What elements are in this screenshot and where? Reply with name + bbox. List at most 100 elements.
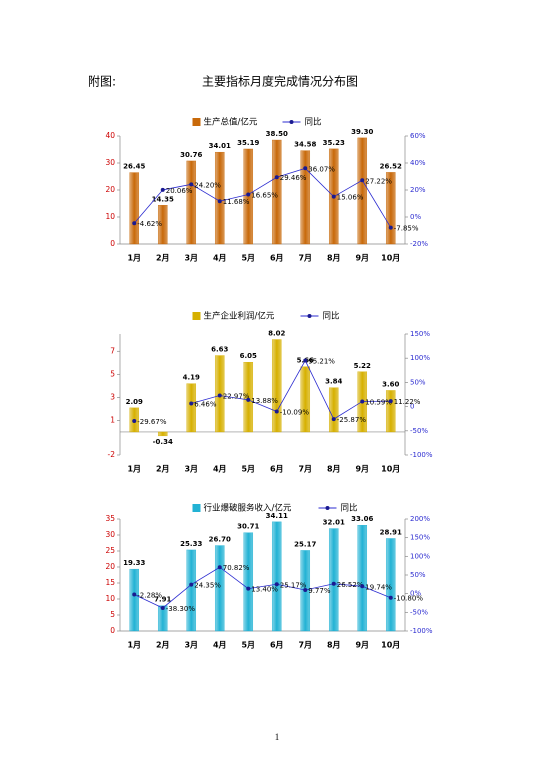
y2-tick-label: 40% xyxy=(410,159,426,167)
x-tick-label: 8月 xyxy=(327,465,341,474)
y2-tick-label: 0% xyxy=(410,213,421,221)
bar-value-label: 35.23 xyxy=(323,139,345,147)
line-marker xyxy=(189,182,194,187)
y-tick-label: 15 xyxy=(105,578,115,587)
line-value-label: 19.74% xyxy=(365,583,392,591)
line xyxy=(134,566,391,609)
line-marker xyxy=(303,358,308,363)
y-tick-label: -2 xyxy=(108,450,116,459)
bar-value-label: 6.63 xyxy=(211,346,228,354)
y-tick-label: 10 xyxy=(105,594,115,603)
line-value-label: 11.22% xyxy=(394,398,421,406)
line-marker xyxy=(132,592,137,597)
x-tick-label: 1月 xyxy=(127,641,141,650)
legend-swatch xyxy=(192,118,201,126)
bar-value-label: 2.09 xyxy=(126,398,143,406)
bar-value-label: 25.33 xyxy=(180,540,202,548)
bar xyxy=(214,545,225,632)
x-tick-label: 7月 xyxy=(298,465,312,474)
bar xyxy=(385,538,396,632)
x-tick-label: 10月 xyxy=(381,254,400,263)
line-marker xyxy=(360,399,365,404)
bar xyxy=(129,568,140,632)
y-tick-label: 5 xyxy=(110,610,115,619)
line-value-label: 15.06% xyxy=(337,194,364,202)
line-marker xyxy=(246,192,251,197)
x-tick-label: 4月 xyxy=(213,641,227,650)
bar-value-label: 26.52 xyxy=(380,162,402,170)
line-marker xyxy=(388,595,393,600)
line-marker xyxy=(303,588,308,593)
y2-tick-label: 0 xyxy=(410,403,414,411)
y-tick-label: 30 xyxy=(105,158,115,167)
bar-value-label: 26.45 xyxy=(123,163,145,171)
bar-value-label: 30.71 xyxy=(237,523,259,531)
line-value-label: 13.88% xyxy=(251,397,278,405)
x-tick-label: 1月 xyxy=(127,465,141,474)
bar xyxy=(186,383,197,433)
line-marker xyxy=(331,581,336,586)
legend-marker xyxy=(307,314,312,318)
line-value-label: 11.68% xyxy=(223,198,250,206)
legend-marker xyxy=(289,120,294,124)
page-title: 主要指标月度完成情况分布图 xyxy=(202,74,358,89)
line-value-label: -10.09% xyxy=(280,408,310,416)
x-tick-label: 3月 xyxy=(184,641,198,650)
bar xyxy=(357,525,368,632)
line-marker xyxy=(303,166,308,171)
bar xyxy=(243,362,254,433)
bar-value-label: 33.06 xyxy=(351,515,373,523)
x-tick-label: 6月 xyxy=(270,641,284,650)
line-value-label: -7.85% xyxy=(394,225,419,233)
y2-tick-label: -20% xyxy=(410,240,428,248)
bar xyxy=(300,150,311,245)
line-marker xyxy=(217,565,222,570)
x-tick-label: 2月 xyxy=(156,641,170,650)
bar xyxy=(328,387,339,433)
line-marker xyxy=(217,393,222,398)
x-tick-label: 6月 xyxy=(270,254,284,263)
x-tick-label: 4月 xyxy=(213,465,227,474)
y2-tick-label: -100% xyxy=(410,451,433,459)
y2-tick-label: 20% xyxy=(410,186,426,194)
bar-value-label: 34.11 xyxy=(266,512,288,520)
y2-tick-label: 100% xyxy=(410,354,430,362)
legend-marker xyxy=(325,506,330,510)
line-value-label: 20.06% xyxy=(166,187,193,195)
line-value-label: 29.46% xyxy=(280,174,307,182)
line-value-label: 24.35% xyxy=(194,582,221,590)
x-tick-label: 9月 xyxy=(355,641,369,650)
line-value-label: -2.28% xyxy=(137,592,162,600)
bar-value-label: 25.17 xyxy=(294,540,316,548)
y2-tick-label: 50% xyxy=(410,571,426,579)
bar xyxy=(243,532,254,632)
bar xyxy=(357,137,368,245)
bar-value-label: 28.91 xyxy=(380,528,402,536)
bar xyxy=(271,521,282,632)
line-marker xyxy=(160,187,165,192)
bar xyxy=(129,172,140,245)
y2-tick-label: 0% xyxy=(410,590,421,598)
bar xyxy=(157,431,168,437)
line-marker xyxy=(331,417,336,422)
x-tick-label: 7月 xyxy=(298,641,312,650)
bar xyxy=(385,390,396,433)
y-tick-label: 40 xyxy=(105,131,115,140)
line-value-label: 16.65% xyxy=(251,192,278,200)
bar-value-label: 39.30 xyxy=(351,128,373,136)
x-tick-label: 10月 xyxy=(381,641,400,650)
line-marker xyxy=(189,582,194,587)
y-tick-label: 3 xyxy=(110,392,115,401)
line-marker xyxy=(274,409,279,414)
legend-label: 同比 xyxy=(341,503,358,514)
line-marker xyxy=(246,586,251,591)
bar xyxy=(328,528,339,632)
bar xyxy=(157,605,168,632)
line xyxy=(191,359,391,420)
bar-value-label: 38.50 xyxy=(266,130,288,138)
line-marker xyxy=(132,418,137,423)
y-tick-label: 1 xyxy=(110,415,115,424)
y-tick-label: 5 xyxy=(110,369,115,378)
y-tick-label: 0 xyxy=(110,239,115,248)
line-marker xyxy=(217,199,222,204)
